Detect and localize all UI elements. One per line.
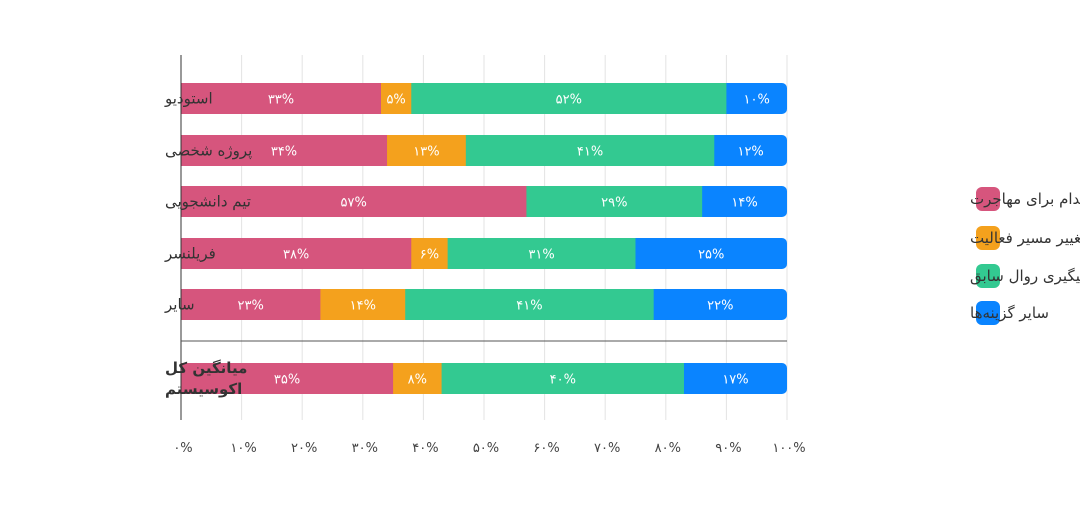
category-label: تیم دانشجویی — [165, 193, 251, 211]
x-tick-label: ۳۰% — [352, 441, 378, 456]
legend: اقدام برای مهاجرت تغییر مسیر فعالیت پیگیری… — [970, 187, 1080, 325]
segment-labels: ۳۳% ۵% ۵۲% ۱۰% ۳۴% ۱۳% ۴۱% ۱۲% ۵۷% ۲۹% ۱۴% ۳۸% ۶% ۳۱%… — [238, 93, 770, 388]
segment-value-label: ۲۹% — [601, 196, 627, 211]
segment-value-label: ۲۲% — [707, 299, 733, 314]
bar-segment — [380, 83, 412, 114]
legend-label: اقدام برای مهاجرت — [970, 190, 1080, 208]
bar-segment — [181, 83, 382, 114]
segment-value-label: ۲۵% — [698, 248, 724, 263]
segment-value-label: ۲۳% — [238, 299, 264, 314]
legend-item: پیگیری روال سابق — [970, 264, 1080, 288]
bar-segment — [411, 238, 449, 269]
bar-segment — [465, 135, 715, 166]
category-labels: استودیو پروژه شخصی تیم دانشجویی فریلنسر سایر… — [164, 90, 252, 399]
bar-segment — [653, 289, 787, 320]
x-tick-label: ۱۰۰% — [772, 441, 805, 456]
category-label: سایر — [164, 296, 195, 314]
legend-item: اقدام برای مهاجرت — [970, 187, 1080, 211]
x-tick-label: ۵۰% — [473, 441, 499, 456]
segment-value-label: ۴۰% — [550, 373, 576, 388]
bar-segment — [726, 83, 787, 114]
bar-segment — [411, 83, 727, 114]
segment-value-label: ۴۱% — [577, 145, 603, 160]
bar-segment — [526, 186, 703, 217]
category-label: اکوسیستم — [165, 380, 242, 398]
segment-value-label: ۴۱% — [516, 299, 542, 314]
bar-segment — [714, 135, 787, 166]
x-tick-label: ۹۰% — [715, 441, 741, 456]
bar-segment — [181, 238, 412, 269]
bar-segments — [181, 83, 787, 394]
segment-value-label: ۵۷% — [341, 196, 367, 211]
segment-value-label: ۱۷% — [722, 373, 748, 388]
bar-row — [181, 238, 787, 269]
category-label: استودیو — [164, 90, 213, 108]
legend-swatch — [976, 264, 1000, 288]
segment-value-label: ۳۵% — [274, 373, 300, 388]
x-tick-labels: ۰% ۱۰% ۲۰% ۳۰% ۴۰% ۵۰% ۶۰% ۷۰% ۸۰% ۹۰% ۱۰۰% — [173, 441, 805, 456]
segment-value-label: ۳۱% — [528, 248, 554, 263]
axes — [180, 55, 787, 420]
legend-swatch — [976, 187, 1000, 211]
bar-segment — [320, 289, 406, 320]
x-tick-label: ۴۰% — [412, 441, 438, 456]
segment-value-label: ۵۲% — [556, 93, 582, 108]
bar-segment — [441, 363, 685, 394]
grid-lines — [241, 55, 788, 420]
bar-segment — [702, 186, 787, 217]
segment-value-label: ۱۴% — [350, 299, 376, 314]
bar-segment — [181, 135, 388, 166]
segment-value-label: ۶% — [420, 248, 439, 263]
x-tick-label: ۱۰% — [230, 441, 256, 456]
segment-value-label: ۱۴% — [731, 196, 757, 211]
bar-segment — [181, 363, 394, 394]
category-label: پروژه شخصی — [165, 142, 252, 161]
bar-segment — [683, 363, 787, 394]
segment-value-label: ۳۳% — [268, 93, 294, 108]
legend-label: سایر گزینه‌ها — [970, 304, 1049, 322]
bar-segment — [405, 289, 655, 320]
x-tick-label: ۶۰% — [533, 441, 559, 456]
segment-value-label: ۵% — [386, 93, 405, 108]
legend-label: تغییر مسیر فعالیت — [970, 229, 1080, 247]
legend-item: سایر گزینه‌ها — [970, 301, 1049, 325]
x-tick-label: ۲۰% — [291, 441, 317, 456]
bar-segment — [387, 135, 467, 166]
segment-value-label: ۱۳% — [413, 145, 439, 160]
bar-segment — [635, 238, 787, 269]
category-label: فریلنسر — [164, 245, 216, 263]
x-tick-label: ۷۰% — [594, 441, 620, 456]
category-label: میانگین کل — [165, 359, 247, 377]
bar-row — [181, 83, 787, 114]
legend-swatch — [976, 226, 1000, 250]
bar-segment — [181, 289, 321, 320]
segment-value-label: ۸% — [408, 373, 427, 388]
segment-value-label: ۱۲% — [737, 145, 763, 160]
segment-value-label: ۱۰% — [744, 93, 770, 108]
legend-label: پیگیری روال سابق — [970, 267, 1080, 286]
bar-segment — [447, 238, 636, 269]
legend-swatch — [976, 301, 1000, 325]
bar-row — [181, 363, 787, 394]
bar-segment — [393, 363, 443, 394]
bar-row — [181, 289, 787, 320]
x-tick-label: ۸۰% — [655, 441, 681, 456]
segment-value-label: ۳۴% — [271, 145, 297, 160]
legend-item: تغییر مسیر فعالیت — [970, 226, 1080, 250]
segment-value-label: ۳۸% — [283, 248, 309, 263]
bar-row — [181, 135, 787, 166]
bar-row — [181, 186, 787, 217]
bar-segment — [181, 186, 527, 217]
x-tick-label: ۰% — [173, 441, 192, 456]
